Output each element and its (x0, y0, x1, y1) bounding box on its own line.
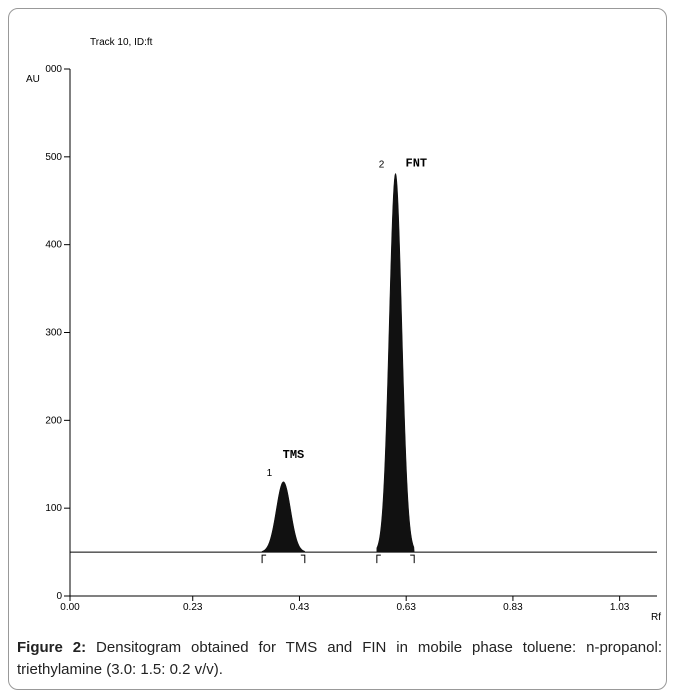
peak-start-bracket (376, 554, 381, 564)
x-tick-label: 0.43 (290, 602, 310, 613)
x-tick-label: 0.83 (503, 602, 523, 613)
x-tick-label: 0.63 (396, 602, 416, 613)
x-tick-label: 1.03 (610, 602, 630, 613)
figure-frame (8, 8, 667, 690)
peak-number: 2 (379, 160, 385, 171)
peak-start-bracket (261, 554, 267, 564)
y-tick-label: 100 (45, 503, 62, 514)
peak (261, 481, 306, 553)
x-tick-label: 0.23 (183, 602, 203, 613)
peak-end-bracket (300, 554, 306, 564)
y-axis-label: AU (26, 74, 40, 85)
peak-name: FNT (406, 157, 428, 171)
peak-name: TMS (283, 448, 305, 462)
x-tick-label: 0.00 (60, 602, 80, 613)
peak (376, 173, 415, 553)
y-tick-label: 300 (45, 328, 62, 339)
chart: Track 10, ID:ft AU Rf 0 100 200 300 400 500 00… (26, 37, 661, 623)
peak-number: 1 (267, 468, 273, 479)
track-label: Track 10, ID:ft (90, 37, 153, 48)
peak-end-bracket (410, 554, 415, 564)
caption: Figure 2: Densitogram obtained for TMS a… (17, 637, 662, 681)
y-tick-label: 0 (56, 591, 62, 602)
caption-label: Figure 2: (17, 639, 87, 656)
caption-text: Densitogram obtained for TMS and FIN in … (17, 639, 662, 678)
y-tick-label: 200 (45, 415, 62, 426)
x-axis-label: Rf (651, 612, 661, 623)
y-tick-label: 500 (45, 152, 62, 163)
y-tick-label: 000 (45, 64, 62, 75)
y-tick-label: 400 (45, 240, 62, 251)
